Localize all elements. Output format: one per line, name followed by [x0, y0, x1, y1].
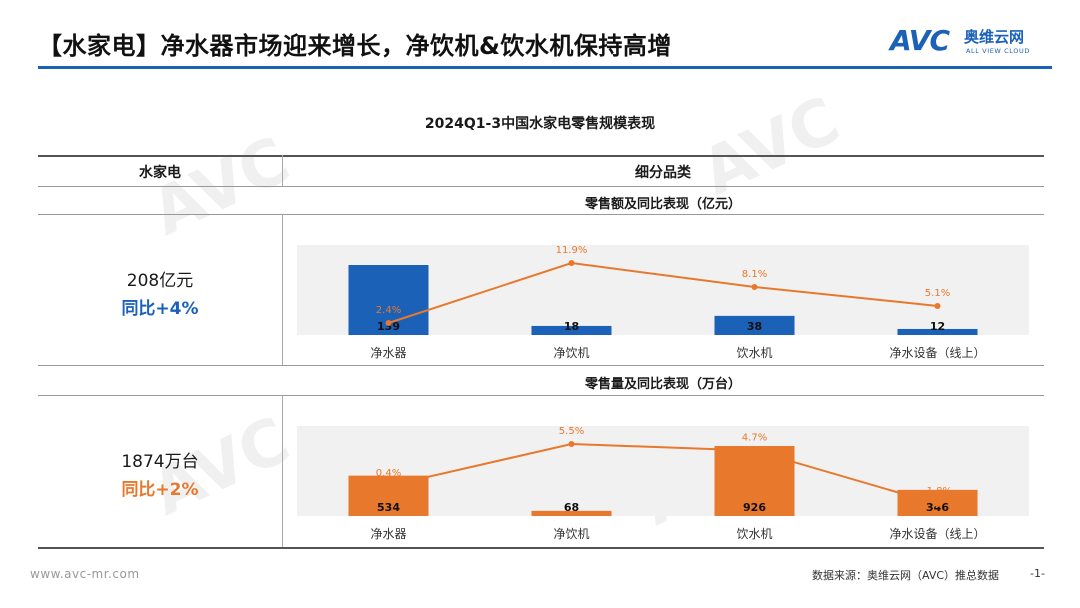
- col-right-header: 细分品类: [635, 165, 691, 181]
- table-top-rule: [38, 155, 1044, 157]
- table-divider: [38, 186, 1044, 187]
- total-value: 1874万台: [121, 452, 199, 472]
- category-label: 净水设备（线上）: [889, 346, 985, 360]
- yoy-line: [388, 442, 938, 505]
- category-label: 净饮机: [553, 346, 589, 360]
- table-bottom-rule: [38, 547, 1044, 549]
- bar-value-label: 18: [564, 320, 579, 333]
- yoy-label: 0.4%: [376, 468, 401, 479]
- yoy-label: 11.9%: [556, 245, 588, 256]
- yoy-point: [934, 501, 941, 507]
- table-divider: [38, 395, 1044, 396]
- watermark: AVC: [691, 83, 851, 211]
- yoy-point: [568, 260, 575, 266]
- bar-value-label: 38: [747, 320, 762, 333]
- col-left-header: 水家电: [139, 165, 181, 181]
- yoy-point: [934, 302, 941, 309]
- category-label: 饮水机: [736, 346, 772, 360]
- footer-source: 数据来源：奥维云网（AVC）推总数据: [812, 569, 1000, 582]
- yoy-label: 5.1%: [925, 288, 950, 299]
- volume-chart: 534 净水器 68 净饮机 926 饮水机 346 净水设备（线上） 0.4% 5.5% 4.7%…: [297, 426, 1029, 541]
- bar-value-label: 139: [377, 320, 400, 333]
- bar-value-label: 12: [930, 320, 945, 333]
- section-subtitle: 零售量及同比表现（万台）: [584, 377, 741, 392]
- yoy-point: [751, 447, 758, 454]
- category-label: 净水器: [370, 527, 406, 541]
- bar: [531, 510, 612, 516]
- avc-logo: AVC 奥维云网 ALL VIEW CLOUD: [890, 22, 1060, 62]
- bar: [531, 325, 612, 335]
- bar-value-label: 534: [377, 501, 400, 514]
- title-rule: [38, 66, 1052, 69]
- watermark: AVC: [141, 123, 301, 251]
- column-divider: [282, 214, 283, 365]
- yoy-label: 5.5%: [559, 426, 584, 437]
- bar: [348, 475, 429, 516]
- yoy-label: 4.7%: [742, 433, 767, 444]
- bar: [897, 328, 978, 335]
- total-yoy: 同比+4%: [121, 299, 199, 319]
- yoy-label: 2.4%: [376, 305, 401, 316]
- total-yoy: 同比+2%: [121, 480, 199, 500]
- column-divider: [282, 155, 283, 186]
- total-value: 208亿元: [126, 271, 194, 291]
- yoy-point: [385, 482, 392, 489]
- yoy-line: [388, 261, 938, 324]
- footer-url[interactable]: www.avc-mr.com: [30, 567, 140, 581]
- logo-text: AVC: [890, 24, 950, 57]
- bar-value-label: 346: [926, 501, 949, 514]
- table-divider: [38, 214, 1044, 215]
- yoy-point: [385, 320, 392, 326]
- page-title: 【水家电】净水器市场迎来增长，净饮机&饮水机保持高增: [38, 32, 672, 60]
- bar: [714, 315, 795, 335]
- section-subtitle: 零售额及同比表现（亿元）: [584, 197, 741, 212]
- bar-value-label: 68: [564, 501, 579, 514]
- category-label: 净水器: [370, 346, 406, 360]
- logo-en: ALL VIEW CLOUD: [966, 47, 1030, 55]
- category-label: 净水设备（线上）: [889, 527, 985, 541]
- yoy-point: [568, 441, 575, 447]
- category-label: 净饮机: [553, 527, 589, 541]
- yoy-point: [751, 284, 758, 290]
- value-chart: 139 净水器 18 净饮机 38 饮水机 12 净水设备（线上） 2.4% 11.9% 8.1% 5…: [297, 245, 1029, 360]
- table-divider: [38, 365, 1044, 366]
- logo-cn: 奥维云网: [964, 28, 1025, 46]
- chart-title: 2024Q1-3中国水家电零售规模表现: [424, 116, 656, 132]
- column-divider: [282, 395, 283, 547]
- yoy-label: 8.1%: [742, 269, 767, 280]
- page-number: -1-: [1030, 567, 1045, 580]
- bar-value-label: 926: [743, 501, 766, 514]
- yoy-label: -1.8%: [923, 486, 952, 497]
- category-label: 饮水机: [736, 527, 772, 541]
